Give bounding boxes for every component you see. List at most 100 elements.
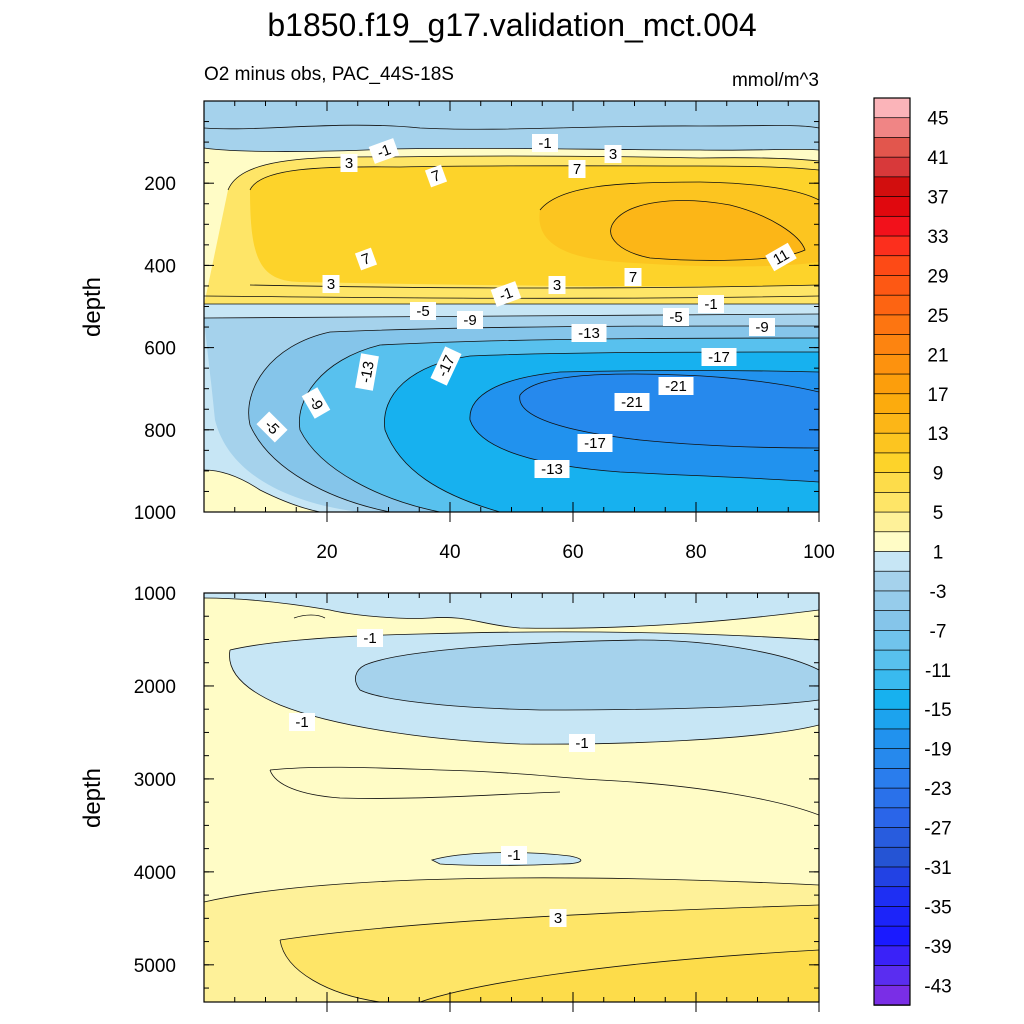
colorbar-swatch xyxy=(873,137,911,158)
contour-label: 3 xyxy=(549,909,567,927)
contour-label-bg xyxy=(658,377,694,395)
contour-label: -1 xyxy=(490,281,522,307)
contour-label-bg xyxy=(410,302,436,320)
ytick-label: 1000 xyxy=(134,503,176,524)
colorbar-tick-label: 1 xyxy=(933,543,944,564)
contour-label-text: -9 xyxy=(755,319,768,336)
contour-label-bg xyxy=(571,324,607,342)
ytick-label: 200 xyxy=(144,174,176,195)
contour-label-bg xyxy=(301,387,331,419)
contour-label-text: 3 xyxy=(327,276,335,293)
xtick-label: 100 xyxy=(803,542,835,563)
contour-label-bg xyxy=(368,138,400,164)
chart-title: b1850.f19_g17.validation_mct.004 xyxy=(267,7,756,43)
contour-label: -5 xyxy=(410,302,436,320)
upper-contour-fill xyxy=(204,101,819,512)
fill-lower-p7 xyxy=(420,950,819,1002)
colorbar-tick-label: 9 xyxy=(933,464,944,485)
colorbar-swatch xyxy=(873,630,911,651)
contour-label-bg xyxy=(457,311,483,329)
contour-label-bg xyxy=(424,164,448,188)
contour-label-bg xyxy=(532,134,558,152)
fill-lower-top xyxy=(204,593,819,629)
colorbar-tick-label: 25 xyxy=(927,306,948,327)
colorbar: 45 41 37 33 29 25 21 17 13 9 5 1 -3 -7 -11 -15 -19 -23 -27… xyxy=(873,97,952,1006)
contour-label-bg xyxy=(548,276,566,294)
colorbar-tick-label: -39 xyxy=(924,937,951,958)
fill-level-13 xyxy=(610,200,805,261)
colorbar-tick-label: 41 xyxy=(927,148,948,169)
contour-label-bg xyxy=(568,160,586,178)
colorbar-tick-label: -19 xyxy=(924,740,951,761)
contour-label-text: 3 xyxy=(609,146,617,163)
colorbar-swatch xyxy=(873,472,911,494)
colorbar-tick-label: -7 xyxy=(930,621,947,642)
contour-label: -17 xyxy=(577,434,613,452)
contour-label-bg xyxy=(357,629,383,647)
colorbar-tick-label: -15 xyxy=(924,700,951,721)
contour-label-text: -13 xyxy=(357,360,378,384)
contour-label: 7 xyxy=(568,160,586,178)
colorbar-tick-label: -35 xyxy=(924,897,951,918)
colorbar-tick-label: -27 xyxy=(924,819,951,840)
contour-label: 7 xyxy=(624,268,642,286)
colorbar-swatch xyxy=(873,925,911,947)
colorbar-swatch xyxy=(873,807,911,829)
lower-contour-fill xyxy=(204,593,819,1002)
xtick-label: 80 xyxy=(685,542,706,563)
colorbar-tick-label: 45 xyxy=(927,109,948,130)
contour-label: -21 xyxy=(658,377,694,395)
contour-label-bg xyxy=(501,846,527,864)
contour-label-bg xyxy=(256,411,288,443)
colorbar-swatch xyxy=(873,176,911,198)
contour-label-bg xyxy=(663,308,689,326)
contour-label-text: -1 xyxy=(375,141,393,162)
fill-level-m21 xyxy=(519,374,819,448)
lower-panel: -1 -1 -1 -1 3 1000 2000 3000 4000 5000 depth xyxy=(79,584,820,1012)
contour-label-bg xyxy=(322,275,340,293)
contour-label: -1 xyxy=(501,846,527,864)
colorbar-swatch xyxy=(873,531,911,553)
colorbar-swatch xyxy=(873,117,911,139)
chart-subtitle: O2 minus obs, PAC_44S-18S xyxy=(204,64,454,85)
contour-label-text: 7 xyxy=(573,161,581,178)
lower-axes: 1000 2000 3000 4000 5000 xyxy=(134,584,820,1012)
contour-label: 3 xyxy=(322,275,340,293)
contour-label: -1 xyxy=(532,134,558,152)
colorbar-swatch xyxy=(873,511,911,533)
contour-label: -21 xyxy=(614,393,650,411)
contour-label-text: 7 xyxy=(629,269,637,286)
colorbar-swatch xyxy=(873,215,911,237)
colorbar-swatch xyxy=(873,669,911,691)
colorbar-tick-label: 21 xyxy=(927,345,948,366)
contour-label-text: 3 xyxy=(553,277,561,294)
contour-label-text: -13 xyxy=(541,461,563,478)
contour-label-bg xyxy=(604,145,622,163)
contour-label-bg xyxy=(490,281,522,307)
ytick-label: 5000 xyxy=(134,956,176,977)
xtick-label: 40 xyxy=(439,542,460,563)
contour-label-text: 3 xyxy=(554,910,562,927)
colorbar-swatch xyxy=(873,413,911,434)
contour-label: -1 xyxy=(357,629,383,647)
contour-label-text: -1 xyxy=(363,630,376,647)
colorbar-tick-label: 17 xyxy=(927,385,948,406)
upper-axes: 200 400 600 800 1000 20 40 60 80 100 xyxy=(134,101,835,563)
contour-label: -1 xyxy=(698,295,724,313)
colorbar-swatch xyxy=(873,570,911,592)
colorbar-swatch xyxy=(873,491,911,513)
colorbar-swatch xyxy=(873,156,911,178)
colorbar-swatch xyxy=(873,452,911,474)
colorbar-tick-label: -31 xyxy=(924,858,951,879)
contour-label-bg xyxy=(289,713,315,731)
colorbar-swatch xyxy=(873,728,911,750)
contour-label-text: -1 xyxy=(538,135,551,152)
lower-contour-lines xyxy=(204,597,819,1002)
lower-contour-labels: -1 -1 -1 -1 3 xyxy=(289,629,595,927)
colorbar-swatch xyxy=(873,945,911,967)
ytick-label: 800 xyxy=(144,421,176,442)
contour-label-text: -1 xyxy=(507,847,520,864)
lower-ylabel: depth xyxy=(79,768,106,828)
colorbar-swatch xyxy=(873,866,911,888)
